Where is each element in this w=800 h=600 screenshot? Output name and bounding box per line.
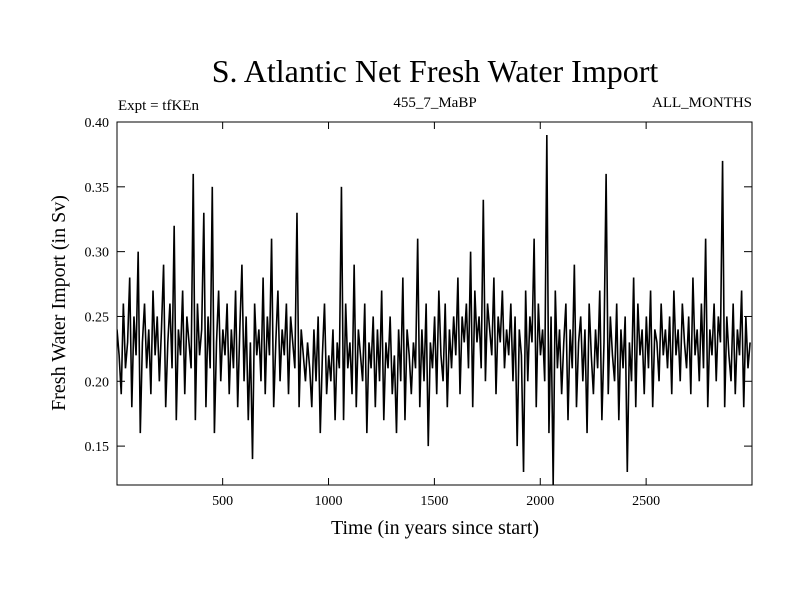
x-tick-label: 2500 — [632, 494, 660, 509]
series-line-0 — [117, 134, 751, 485]
y-tick-label: 0.30 — [85, 246, 110, 261]
x-axis: 500 1000 1500 2000 2500 — [212, 122, 660, 509]
x-tick-label: 1000 — [315, 494, 343, 509]
y-tick-label: 0.25 — [85, 310, 110, 325]
y-axis-label: Fresh Water Import (in Sv) — [48, 195, 70, 411]
x-axis-label: Time (in years since start) — [331, 517, 539, 539]
y-axis: 0.15 0.20 0.25 0.30 0.35 0.40 — [85, 116, 752, 455]
y-tick-label: 0.15 — [85, 440, 110, 455]
y-tick-label: 0.40 — [85, 116, 110, 131]
y-tick-label: 0.20 — [85, 375, 110, 390]
x-tick-label: 500 — [212, 494, 233, 509]
y-tick-label: 0.35 — [85, 181, 110, 196]
plot-frame — [116, 121, 753, 486]
period-label: 455_7_MaBP — [393, 95, 476, 111]
x-tick-label: 2000 — [526, 494, 554, 509]
plot-area — [117, 134, 751, 485]
experiment-label: Expt = tfKEn — [118, 98, 199, 114]
chart-title: S. Atlantic Net Fresh Water Import — [212, 53, 659, 89]
months-label: ALL_MONTHS — [652, 95, 752, 111]
x-tick-label: 1500 — [420, 494, 448, 509]
